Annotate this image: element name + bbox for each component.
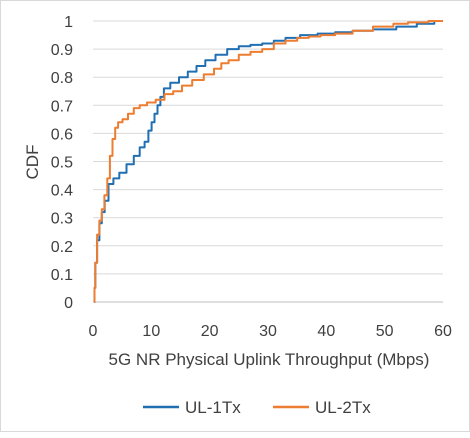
x-tick-label: 30 <box>259 323 277 340</box>
x-tick-label: 0 <box>89 323 98 340</box>
series-lines <box>93 20 443 303</box>
x-tick-label: 50 <box>376 323 394 340</box>
y-tick-label: 0.4 <box>51 183 73 200</box>
y-tick-label: 1 <box>64 14 73 31</box>
x-tick-label: 10 <box>142 323 160 340</box>
legend: UL-1Tx UL-2Tx <box>143 398 371 417</box>
y-tick-labels: 0 0.1 0.2 0.3 0.4 0.5 0.6 0.7 0.8 0.9 1 <box>51 14 73 312</box>
y-tick-label: 0.9 <box>51 42 73 59</box>
y-tick-label: 0.5 <box>51 155 73 172</box>
y-tick-label: 0.8 <box>51 70 73 87</box>
y-tick-label: 0.6 <box>51 126 73 143</box>
legend-label: UL-1Tx <box>185 398 241 417</box>
y-tick-label: 0.3 <box>51 211 73 228</box>
x-tick-label: 20 <box>201 323 219 340</box>
series-line-ul-2tx <box>93 20 443 303</box>
y-tick-label: 0.2 <box>51 239 73 256</box>
series-line-ul-1tx <box>93 20 443 303</box>
y-tick-label: 0.7 <box>51 98 73 115</box>
x-tick-labels: 0 10 20 30 40 50 60 <box>89 323 452 340</box>
y-tick-label: 0.1 <box>51 267 73 284</box>
legend-label: UL-2Tx <box>315 398 371 417</box>
x-axis-label: 5G NR Physical Uplink Throughput (Mbps) <box>109 350 430 369</box>
y-tick-label: 0 <box>64 295 73 312</box>
x-tick-label: 40 <box>317 323 335 340</box>
x-tick-label: 60 <box>434 323 452 340</box>
y-axis-label: CDF <box>23 145 42 180</box>
